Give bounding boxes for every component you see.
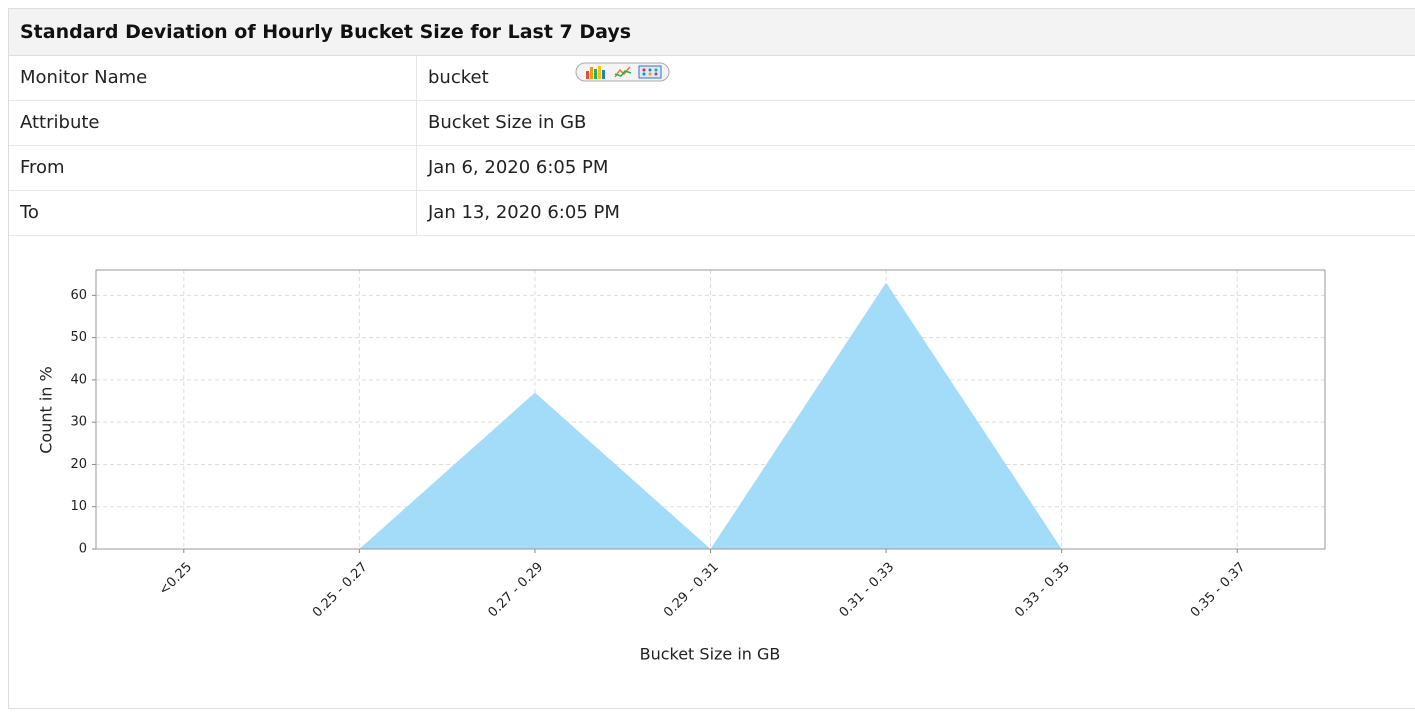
x-tick-label: 0.29 - 0.31	[661, 560, 722, 621]
chart: Count in % Bucket Size in GB 0 10 20 30 40 50…	[37, 269, 1326, 664]
view-icons[interactable]	[575, 62, 671, 84]
row-value: bucket	[428, 67, 489, 88]
y-tick-label: 60	[70, 288, 87, 303]
report-panel: Standard Deviation of Hourly Bucket Size…	[8, 8, 1415, 709]
icon	[642, 68, 646, 72]
y-tick-label: 20	[70, 457, 87, 472]
icon	[586, 71, 589, 79]
y-tick-label: 30	[70, 415, 87, 430]
x-axis-label: Bucket Size in GB	[640, 645, 781, 664]
x-tick-label: <0.25	[156, 560, 195, 599]
row-key: Attribute	[9, 101, 417, 145]
row-key: From	[9, 146, 417, 190]
x-tick-label: 0.27 - 0.29	[486, 560, 547, 621]
y-tick-label: 10	[70, 499, 87, 514]
row-value: Bucket Size in GB	[428, 112, 587, 133]
table-row: From Jan 6, 2020 6:05 PM	[9, 146, 1415, 191]
table-row: To Jan 13, 2020 6:05 PM	[9, 191, 1415, 236]
icon	[614, 66, 631, 78]
icon	[648, 72, 652, 76]
y-tick-label: 0	[79, 542, 87, 557]
icon	[590, 67, 593, 79]
x-tick-label: 0.31 - 0.33	[837, 560, 898, 621]
row-value: Jan 6, 2020 6:05 PM	[428, 157, 609, 178]
icon	[602, 70, 605, 79]
icon	[642, 72, 646, 76]
x-tick-label: 0.25 - 0.27	[310, 560, 371, 621]
y-tick-label: 50	[70, 330, 87, 345]
row-key: To	[9, 191, 417, 235]
icon	[654, 72, 658, 76]
table-row: Monitor Name bucket	[9, 56, 1415, 101]
table-row: Attribute Bucket Size in GB	[9, 101, 1415, 146]
y-tick-label: 40	[70, 372, 87, 387]
x-tick-label: 0.33 - 0.35	[1012, 560, 1073, 621]
icon	[648, 68, 652, 72]
row-key: Monitor Name	[9, 56, 417, 100]
icon	[638, 65, 662, 79]
icon	[594, 69, 597, 79]
area	[183, 282, 1238, 549]
icon	[654, 68, 658, 72]
y-axis-label: Count in %	[37, 366, 56, 453]
plot-border	[95, 269, 1326, 550]
panel-title: Standard Deviation of Hourly Bucket Size…	[9, 9, 1415, 56]
icon	[614, 70, 632, 77]
row-value: Jan 13, 2020 6:05 PM	[428, 202, 620, 223]
x-tick-label: 0.35 - 0.37	[1188, 560, 1249, 621]
icon	[598, 66, 601, 79]
